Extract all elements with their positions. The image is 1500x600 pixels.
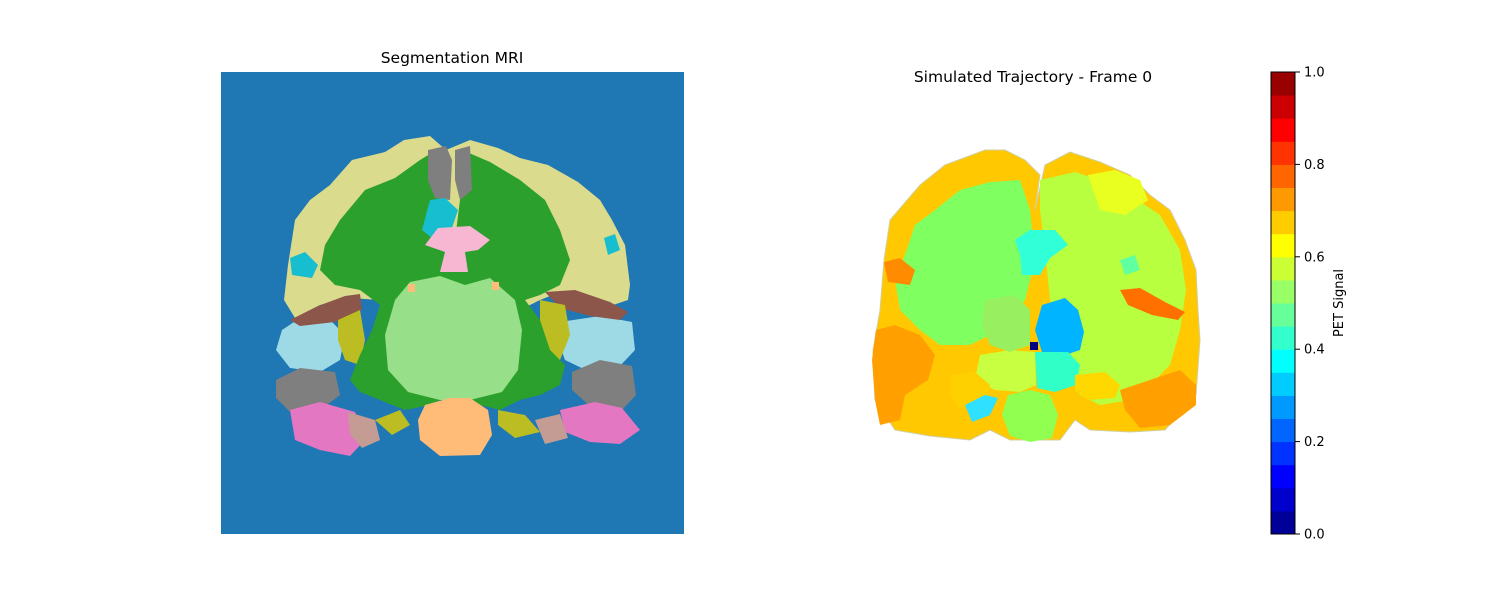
- colorbar-ticks: 0.0 0.2 0.4 0.6 0.8 1.0: [1295, 66, 1325, 543]
- colorbar-label: PET Signal: [1332, 269, 1347, 337]
- trajectory-title: Simulated Trajectory - Frame 0: [913, 68, 1153, 86]
- colorbar-bin: [1271, 256, 1295, 281]
- segmentation-tan-left: [348, 412, 380, 448]
- pet-lesion-point: [1030, 342, 1038, 350]
- segmentation-brown-right: [545, 290, 628, 320]
- colorbar-tick-label: 1.0: [1304, 66, 1325, 81]
- segmentation-ventricle-pink: [425, 226, 490, 272]
- colorbar-bin: [1271, 464, 1295, 489]
- pet-hippocampus-left: [965, 395, 998, 422]
- colorbar-bin: [1271, 395, 1295, 419]
- pet-thalamus-lower: [1035, 352, 1080, 392]
- pet-brainstem: [1002, 390, 1058, 442]
- pet-ventricle: [1015, 230, 1068, 275]
- segmentation-olive-left: [338, 310, 365, 365]
- pet-band-left-orange: [884, 258, 915, 285]
- segmentation-falx-right: [455, 146, 472, 200]
- pet-cyan-right: [1120, 255, 1140, 275]
- colorbar-bin: [1271, 510, 1295, 535]
- segmentation-point-left: [408, 284, 415, 292]
- segmentation-cyan-right: [604, 234, 620, 255]
- segmentation-olive-low-right: [498, 410, 540, 438]
- colorbar-bin: [1271, 141, 1295, 165]
- pet-lobe-left-orange: [872, 325, 935, 425]
- segmentation-thalamus: [385, 276, 522, 400]
- pet-thalamus-left: [975, 350, 1036, 392]
- segmentation-title: Segmentation MRI: [380, 49, 524, 67]
- segmentation-pink-right: [560, 402, 640, 444]
- segmentation-cyan-left: [290, 252, 318, 278]
- colorbar-bin: [1271, 187, 1295, 212]
- colorbar-tick-label: 0.0: [1304, 528, 1325, 543]
- segmentation-pink-left: [290, 402, 365, 456]
- pet-lobe-right-yellow: [1075, 372, 1120, 400]
- segmentation-brainstem: [418, 398, 492, 456]
- segmentation-falx: [428, 146, 452, 200]
- pet-center-left: [982, 295, 1030, 352]
- colorbar-bin: [1271, 164, 1295, 188]
- colorbar-bin: [1271, 303, 1295, 327]
- segmentation-point-right: [492, 282, 499, 290]
- segmentation-olive-low-left: [375, 410, 410, 435]
- colorbar-tick-label: 0.8: [1304, 158, 1325, 173]
- colorbar-bin: [1271, 72, 1295, 96]
- colorbar-bin: [1271, 279, 1295, 304]
- colorbar-bin: [1271, 210, 1295, 235]
- colorbar-tick-label: 0.2: [1304, 435, 1325, 450]
- colorbar-bin: [1271, 487, 1295, 512]
- colorbar-bin: [1271, 326, 1295, 350]
- segmentation-gray-left: [276, 368, 340, 412]
- pet-band-right-orange: [1120, 288, 1185, 320]
- segmentation-tan-right: [535, 414, 568, 444]
- colorbar-bin: [1271, 349, 1295, 373]
- pet-thalamus-right: [1035, 298, 1084, 356]
- colorbar-bin: [1271, 418, 1295, 443]
- segmentation-temporal-left: [276, 318, 345, 372]
- segmentation-gray-right: [572, 360, 636, 412]
- colorbar-bin: [1271, 372, 1295, 396]
- segmentation-temporal-right: [558, 316, 635, 372]
- colorbar-tick-label: 0.4: [1304, 343, 1325, 358]
- pet-lobe-right-orange: [1120, 370, 1196, 428]
- colorbar-bins: [1271, 72, 1295, 535]
- colorbar-bin: [1271, 118, 1295, 142]
- colorbar-bin: [1271, 233, 1295, 258]
- pet-cortex-band-right: [1088, 170, 1148, 215]
- colorbar-bin: [1271, 95, 1295, 119]
- colorbar-tick-label: 0.6: [1304, 250, 1325, 265]
- colorbar-frame: [1270, 71, 1296, 535]
- colorbar-bin: [1271, 441, 1295, 466]
